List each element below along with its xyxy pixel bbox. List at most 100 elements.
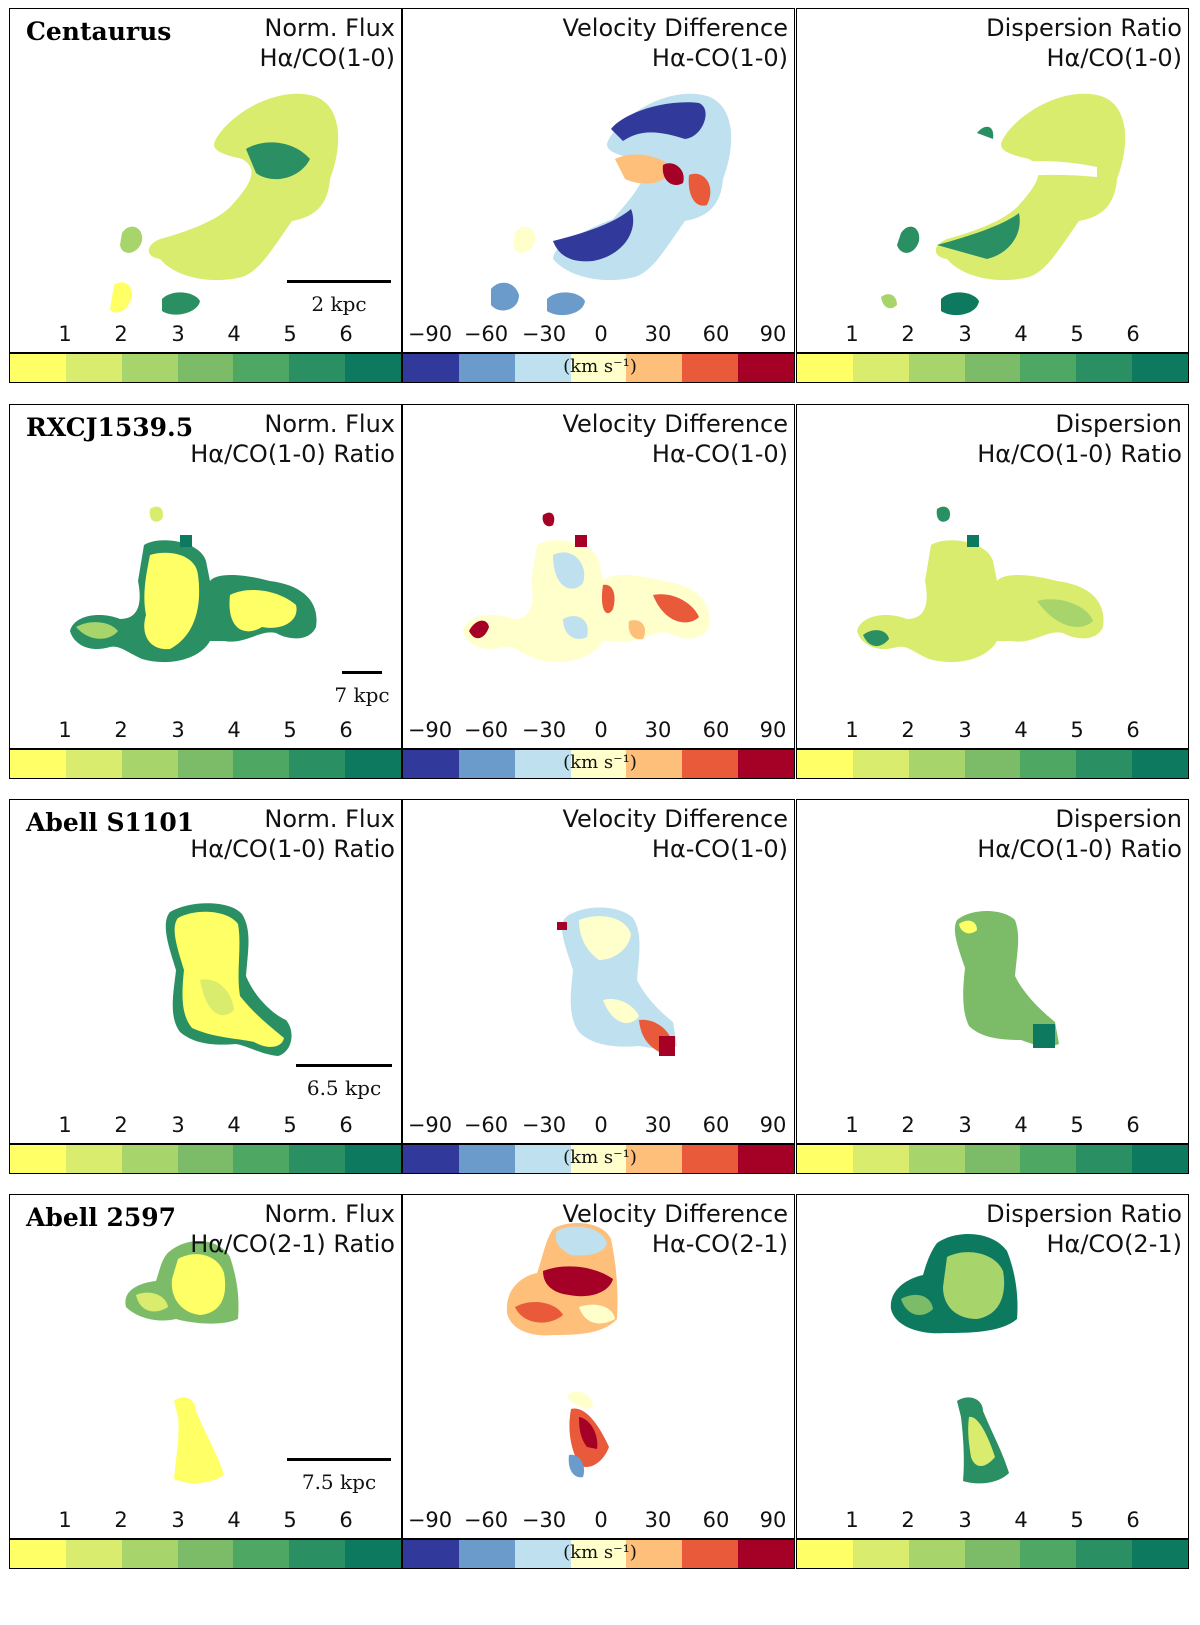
colorbar-swatch: [403, 750, 459, 778]
emission-map: [890, 1233, 1018, 1484]
galaxy-name: RXCJ1539.5: [26, 413, 194, 442]
map-region: [1033, 1024, 1055, 1048]
colorbar-swatch: [570, 750, 627, 778]
map-region: [943, 1252, 1005, 1319]
panel-title-line1: Norm. Flux: [264, 410, 395, 438]
colorbar-swatch: [1132, 750, 1189, 778]
colorbar-swatch: [797, 354, 853, 382]
colorbar-swatch: [852, 1145, 909, 1173]
map-region: [136, 1292, 168, 1312]
map-region: [246, 142, 310, 180]
colorbar: [796, 1539, 1189, 1569]
colorbar-tick-label: 90: [759, 718, 787, 742]
colorbar-swatch: [626, 1540, 683, 1568]
velocity-unit-label: (km s⁻¹): [563, 752, 637, 773]
colorbar-tick-label: −90: [407, 1508, 453, 1532]
colorbar-tick-label: 2: [901, 322, 915, 346]
colorbar-tick-label: 5: [283, 718, 297, 742]
colorbar-tick-label: 0: [594, 1113, 608, 1137]
map-region: [174, 1397, 224, 1484]
colorbar-swatch: [570, 1145, 627, 1173]
colorbar-ticks: −90 −60 −30 0 30 60 90: [403, 1113, 794, 1141]
colorbar-tick-label: 2: [901, 1113, 915, 1137]
colorbar-ticks: 1 2 3 4 5 6: [10, 322, 401, 350]
emission-map: [70, 506, 317, 663]
colorbar-tick-label: −60: [463, 1113, 509, 1137]
colorbar-ticks: −90 −60 −30 0 30 60 90: [403, 322, 794, 350]
map-region: [863, 630, 889, 647]
map-region: [615, 154, 673, 184]
colorbar-swatch: [65, 1145, 122, 1173]
colorbar-tick-label: 3: [958, 322, 972, 346]
flux-ratio-panel: Norm. Flux Hα/CO(1-0) Ratio Abell S1101 1 2 3…: [9, 799, 402, 1144]
colorbar-ticks: 1 2 3 4 5 6: [10, 1508, 401, 1536]
colorbar-tick-label: 6: [1126, 1508, 1140, 1532]
dispersion-ratio-panel: Dispersion Ratio Hα/CO(2-1) 1 2 3 4 5 6: [796, 1194, 1189, 1539]
colorbar-swatch: [570, 1540, 627, 1568]
colorbar-tick-label: 6: [1126, 1113, 1140, 1137]
colorbar-swatch: [458, 750, 515, 778]
emission-map: [125, 1240, 239, 1484]
colorbar-swatch: [1020, 1145, 1077, 1173]
scale-bar: [342, 671, 382, 674]
colorbar-tick-label: −30: [521, 322, 567, 346]
colorbar: [402, 353, 795, 383]
map-region: [543, 1266, 613, 1297]
colorbar-swatch: [797, 1145, 853, 1173]
colorbar-swatch: [797, 1540, 853, 1568]
map-region: [542, 512, 555, 527]
colorbar-swatch: [570, 354, 627, 382]
colorbar-tick-label: −60: [463, 718, 509, 742]
map-region: [662, 163, 684, 185]
colorbar-ticks: 1 2 3 4 5 6: [10, 1113, 401, 1141]
scale-bar: [287, 280, 391, 283]
colorbar-swatch: [682, 1145, 739, 1173]
emission-map: [881, 93, 1126, 316]
colorbar-swatch: [177, 1145, 234, 1173]
map-region: [857, 540, 1104, 663]
map-region: [601, 584, 615, 614]
colorbar-swatch: [10, 750, 66, 778]
map-region: [936, 506, 951, 522]
velocity-difference-panel: Velocity Difference Hα-CO(2-1) −90 −60 −30 0 3…: [402, 1194, 795, 1539]
map-region: [110, 282, 132, 313]
colorbar: [9, 1539, 402, 1569]
flux-ratio-panel: Norm. Flux Hα/CO(1-0) Ratio RXCJ1539.5 1 2 3 4…: [9, 404, 402, 749]
colorbar-swatch: [403, 1540, 459, 1568]
map-region: [568, 1454, 585, 1478]
colorbar-swatch: [738, 750, 795, 778]
colorbar-swatch: [964, 354, 1021, 382]
colorbar-tick-label: 5: [1070, 322, 1084, 346]
colorbar-tick-label: 1: [58, 718, 72, 742]
colorbar-tick-label: 3: [171, 322, 185, 346]
colorbar-tick-label: 0: [594, 322, 608, 346]
panel-title-line2: Hα-CO(2-1): [651, 1230, 788, 1258]
colorbar-swatch: [682, 1540, 739, 1568]
colorbar-tick-label: 4: [1014, 1508, 1028, 1532]
panel-title: Velocity Difference Hα-CO(1-0): [562, 804, 788, 864]
map-region: [553, 209, 634, 262]
map-region: [977, 126, 994, 139]
colorbar-swatch: [626, 750, 683, 778]
panel-title-line2: Hα/CO(2-1): [1046, 1230, 1182, 1258]
colorbar-tick-label: 0: [594, 1508, 608, 1532]
colorbar-tick-label: 4: [1014, 718, 1028, 742]
colorbar: [796, 1144, 1189, 1174]
colorbar-ticks: 1 2 3 4 5 6: [797, 718, 1188, 746]
panel-title-line1: Dispersion: [1055, 805, 1182, 833]
map-region: [881, 294, 897, 309]
colorbar-swatch: [121, 1540, 178, 1568]
colorbar-swatch: [289, 1145, 346, 1173]
map-region: [148, 93, 339, 281]
colorbar: [9, 749, 402, 779]
colorbar-swatch: [1132, 354, 1189, 382]
map-region: [579, 916, 631, 960]
emission-map: [557, 907, 677, 1056]
map-region: [901, 1294, 933, 1315]
colorbar-tick-label: 3: [171, 718, 185, 742]
emission-map: [110, 93, 339, 315]
colorbar-tick-label: 30: [644, 322, 672, 346]
colorbar-tick-label: 3: [171, 1113, 185, 1137]
scale-bar: [296, 1064, 392, 1067]
map-region: [491, 282, 519, 311]
